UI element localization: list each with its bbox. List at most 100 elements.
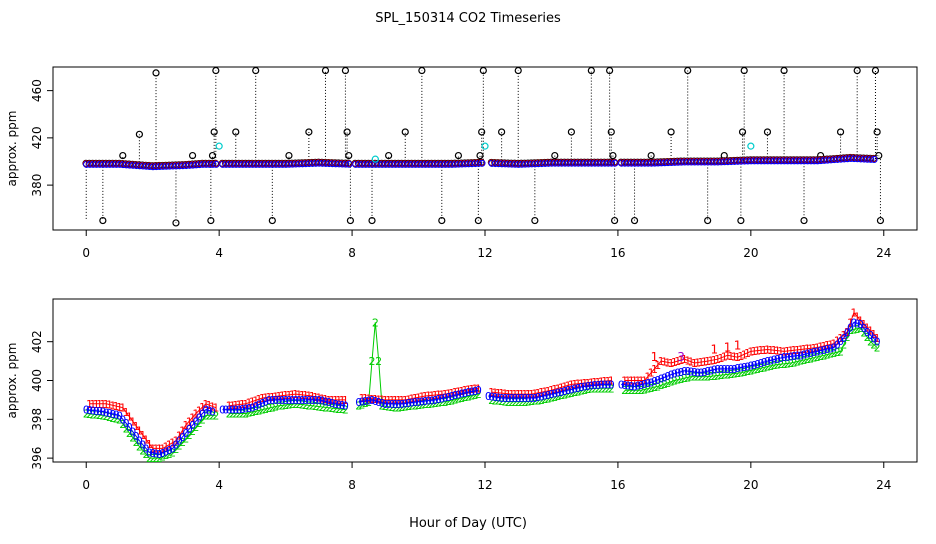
spike-point [800, 216, 808, 225]
series-point-blue: 0 [206, 405, 213, 418]
series-point-green: 2 [834, 346, 841, 359]
series-point-red: 1 [462, 384, 469, 397]
spike-point [438, 216, 446, 225]
series-point-red: 1 [425, 390, 432, 403]
series-point-green: 2 [854, 323, 861, 336]
series-point-blue: 0 [870, 332, 877, 345]
extra-marker: 1 [734, 339, 742, 353]
series-point-red: 1 [385, 394, 392, 407]
spike-point [207, 216, 215, 225]
series-line-blue [358, 389, 479, 405]
series-point-blue: 0 [857, 318, 864, 331]
series-point-blue: 0 [239, 403, 246, 416]
series-point-red: 1 [418, 391, 425, 404]
spike-point [346, 216, 355, 225]
series-point-red: 1 [801, 343, 808, 356]
series-point-green: 2 [594, 382, 601, 395]
series-point-green: 2 [266, 402, 273, 415]
series-point-green: 2 [339, 403, 346, 416]
series-point-blue: 0 [601, 378, 608, 391]
series-point-green: 2 [761, 361, 768, 374]
series-point-red: 1 [804, 343, 811, 356]
series-point-green: 2 [644, 383, 651, 396]
series-point-red: 1 [442, 388, 449, 401]
baseline-point [870, 155, 878, 164]
series-point-blue: 0 [202, 404, 209, 417]
series-point-red: 1 [249, 395, 256, 408]
series-point-green: 2 [319, 401, 326, 414]
series-point-blue: 0 [113, 409, 120, 422]
series-point-green: 2 [129, 431, 136, 444]
series-point-blue: 0 [548, 388, 555, 401]
series-point-red: 1 [315, 392, 322, 405]
series-point-blue: 0 [242, 403, 249, 416]
series-point-red: 1 [116, 401, 123, 414]
series-point-red: 1 [664, 356, 671, 369]
series-point-green: 2 [206, 409, 213, 422]
series-point-blue: 0 [199, 407, 206, 420]
series-point-blue: 0 [651, 375, 658, 388]
spike-point [780, 66, 788, 75]
series-point-green: 2 [724, 368, 731, 381]
series-point-blue: 0 [415, 396, 422, 409]
series-point-green: 2 [458, 392, 465, 405]
series-point-blue: 0 [329, 397, 336, 410]
series-point-blue: 0 [179, 431, 186, 444]
series-point-red: 1 [139, 429, 146, 442]
cyan-point [215, 142, 223, 150]
series-point-blue: 0 [721, 363, 728, 376]
series-point-green: 2 [491, 394, 498, 407]
series-point-green: 2 [295, 398, 302, 411]
series-point-red: 1 [508, 388, 515, 401]
series-point-green: 2 [694, 371, 701, 384]
series-point-blue: 0 [448, 390, 455, 403]
series-point-red: 1 [867, 325, 874, 338]
series-point-green: 2 [797, 355, 804, 368]
series-point-red: 1 [242, 398, 249, 411]
y-axis-label: approx. ppm [5, 111, 19, 187]
series-point-blue: 0 [608, 378, 615, 391]
spike-point [208, 151, 217, 160]
series-point-green: 2 [462, 391, 469, 404]
series-point-green: 2 [382, 400, 389, 413]
series-point-green: 2 [661, 378, 668, 391]
series-point-red: 1 [322, 393, 329, 406]
series-point-green: 2 [508, 396, 515, 409]
series-point-green: 2 [847, 324, 854, 337]
series-point-blue: 0 [153, 448, 160, 461]
series-point-red: 1 [192, 407, 199, 420]
series-point-red: 1 [332, 394, 339, 407]
series-point-blue: 0 [382, 398, 389, 411]
series-point-red: 1 [598, 375, 605, 388]
series-point-red: 1 [724, 349, 731, 362]
series-point-red: 1 [299, 389, 306, 402]
series-point-red: 1 [585, 377, 592, 390]
series-point-blue: 0 [192, 415, 199, 428]
series-point-blue: 0 [312, 394, 319, 407]
series-point-green: 2 [209, 409, 216, 422]
series-point-red: 1 [634, 375, 641, 388]
series-point-blue: 0 [565, 384, 572, 397]
series-point-blue: 0 [196, 411, 203, 424]
extra-marker: 3 [677, 350, 685, 364]
series-point-red: 1 [814, 342, 821, 355]
series-point-blue: 0 [335, 398, 342, 411]
series-point-blue: 0 [369, 394, 376, 407]
series-point-red: 1 [870, 328, 877, 341]
series-point-green: 2 [432, 397, 439, 410]
series-point-red: 1 [588, 376, 595, 389]
series-point-green: 2 [146, 452, 153, 465]
series-point-green: 2 [259, 404, 266, 417]
series-point-green: 2 [139, 444, 146, 457]
series-point-blue: 0 [561, 385, 568, 398]
series-point-green: 2 [136, 440, 143, 453]
x-tick-label: 4 [215, 246, 223, 260]
extra-marker: 1 [651, 350, 659, 364]
series-point-red: 1 [262, 392, 269, 405]
series-point-red: 1 [378, 394, 385, 407]
series-line-green [229, 403, 346, 414]
series-line-green [491, 387, 612, 403]
series-point-blue: 0 [644, 377, 651, 390]
spike-point [368, 216, 376, 225]
series-point-blue: 0 [844, 327, 851, 340]
